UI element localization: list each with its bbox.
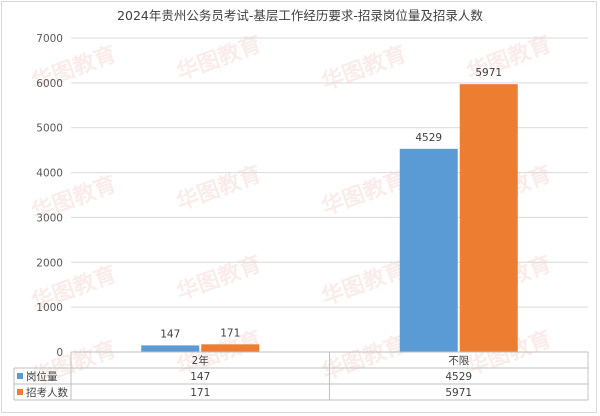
y-tick-label: 6000 [36, 78, 63, 90]
y-axis-ticks: 0 1000 2000 3000 4000 5000 6000 7000 [36, 33, 63, 359]
watermark-text: 华图教育 [173, 251, 265, 306]
legend-label: 岗位量 [26, 370, 58, 383]
watermark-text: 华图教育 [173, 326, 265, 381]
y-tick-label: 7000 [36, 33, 63, 45]
y-tick-label: 5000 [36, 123, 63, 135]
legend-label: 招考人数 [26, 386, 68, 399]
x-tick-label: 不限 [448, 355, 469, 367]
y-tick-label: 2000 [36, 257, 63, 269]
table-cell: 4529 [445, 371, 472, 383]
table-cell: 171 [190, 387, 210, 399]
data-label: 171 [220, 327, 240, 339]
bars [141, 84, 518, 353]
data-label: 5971 [475, 67, 502, 79]
data-labels: 147 171 4529 5971 [160, 67, 502, 340]
watermark-text: 华图教育 [173, 161, 265, 216]
y-tick-label: 3000 [36, 212, 63, 224]
watermark-text: 华图教育 [173, 31, 265, 86]
bar-招考人数-2年 [201, 344, 260, 352]
data-label: 4529 [415, 132, 442, 144]
y-tick-label: 1000 [36, 302, 63, 314]
data-label: 147 [160, 328, 180, 340]
y-tick-label: 4000 [36, 168, 63, 180]
legend-swatch [17, 389, 23, 395]
chart-title: 2024年贵州公务员考试-基层工作经历要求-招录岗位量及招录人数 [117, 8, 483, 23]
y-tick-label: 0 [56, 347, 63, 359]
x-tick-label: 2年 [192, 354, 209, 367]
table-cell: 5971 [445, 387, 472, 399]
bar-招考人数-不限 [459, 84, 518, 353]
bar-岗位量-2年 [141, 345, 200, 352]
watermark-text: 华图教育 [318, 331, 410, 386]
watermark-text: 华图教育 [318, 256, 410, 311]
watermark-text: 华图教育 [318, 41, 410, 96]
watermark-text: 华图教育 [318, 166, 410, 221]
table-cell: 147 [190, 371, 210, 383]
bar-岗位量-不限 [399, 148, 458, 352]
legend-swatch [17, 373, 23, 379]
